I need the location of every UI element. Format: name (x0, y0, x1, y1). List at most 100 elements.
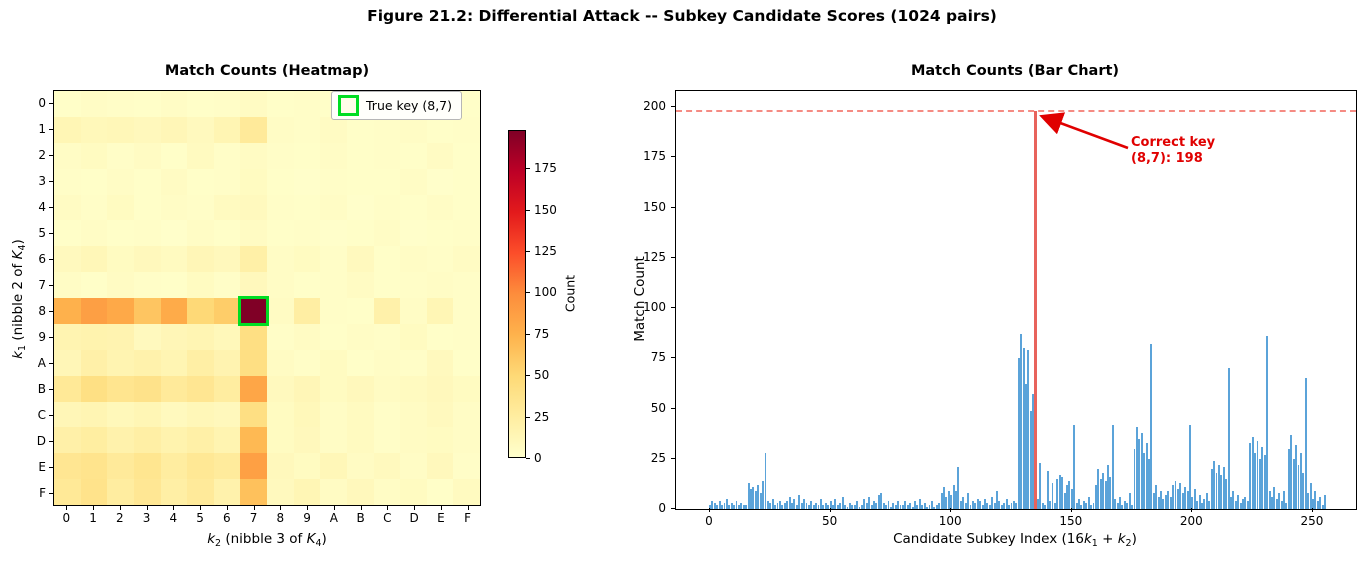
bar (851, 504, 854, 509)
heatmap-xtick: C (383, 511, 392, 525)
bar (1208, 500, 1211, 509)
heatmap-cell (267, 349, 294, 376)
heatmap-cell (453, 220, 480, 247)
bar (1094, 484, 1097, 509)
heatmap-cell (267, 91, 294, 117)
heatmap-cell (240, 427, 267, 454)
heatmap-cell (80, 168, 108, 195)
bar (1097, 468, 1100, 509)
heatmap-ytick: 7 (38, 278, 46, 292)
bar (1176, 488, 1179, 509)
heatmap-cell (346, 479, 374, 505)
heatmap-cell (107, 142, 134, 169)
heatmap-cell (240, 349, 267, 376)
bar (1225, 478, 1228, 509)
heatmap-cell (400, 142, 427, 169)
bar (1256, 440, 1259, 509)
bar (1299, 452, 1302, 509)
bar (1138, 438, 1141, 509)
heatmap-ytick: 3 (38, 174, 46, 188)
barchart-xtick: 50 (821, 514, 838, 528)
heatmap-title: Match Counts (Heatmap) (164, 63, 370, 79)
bar (1234, 500, 1237, 509)
heatmap-cell (213, 142, 241, 169)
heatmap-cell (187, 375, 214, 402)
bar (933, 506, 936, 509)
heatmap-ytick: D (36, 434, 46, 448)
heatmap-cell (267, 401, 294, 428)
heatmap-cell (400, 116, 427, 143)
heatmap-cell (107, 453, 134, 480)
heatmap-cell (267, 453, 294, 480)
axis-label-part: ) (1131, 531, 1137, 547)
heatmap-cell (80, 246, 108, 273)
bar (769, 502, 772, 509)
tick (671, 206, 675, 208)
bar (1302, 472, 1305, 509)
bar (1311, 498, 1314, 509)
bar (1179, 482, 1182, 509)
bar (1073, 424, 1076, 509)
heatmap-cell (213, 298, 241, 324)
tick (671, 106, 675, 107)
heatmap-cell (293, 298, 321, 324)
heatmap-cell (187, 453, 214, 480)
heatmap-cell (267, 272, 294, 298)
bar (803, 498, 806, 509)
bar (1133, 448, 1136, 509)
axis-label-part: (nibble 3 of (221, 531, 307, 547)
bar (971, 500, 974, 509)
tick (671, 357, 675, 359)
bar (1102, 472, 1105, 509)
bar (848, 502, 851, 509)
bar (882, 502, 885, 509)
heatmap-cell (240, 453, 267, 480)
bar (1222, 466, 1225, 509)
heatmap-cell (346, 272, 374, 298)
heatmap-cell (426, 272, 454, 298)
tick (526, 168, 530, 170)
axis-label-part: ) (10, 239, 26, 245)
bar (778, 500, 781, 509)
heatmap-cell (267, 168, 294, 195)
heatmap-cell (453, 479, 480, 505)
heatmap-cell (133, 142, 161, 169)
axis-label-part: k (1083, 531, 1092, 547)
heatmap-cell (107, 298, 134, 324)
heatmap-cell (453, 272, 480, 298)
heatmap-cell (267, 323, 294, 350)
heatmap-cell (400, 349, 427, 376)
heatmap-cell (133, 375, 161, 402)
heatmap-cell (320, 453, 347, 480)
bar (1022, 348, 1025, 509)
bar (865, 502, 868, 509)
heatmap-cell (346, 194, 374, 221)
heatmap-cell (213, 401, 241, 428)
heatmap-cell (187, 323, 214, 350)
heatmap-cell (160, 323, 188, 350)
heatmap-cell (373, 168, 401, 195)
bar (998, 500, 1001, 509)
heatmap-cell (80, 401, 108, 428)
heatmap-ytick: 4 (38, 200, 46, 214)
barchart-ytick: 125 (643, 249, 666, 264)
heatmap-cell (80, 116, 108, 143)
bar (713, 502, 716, 509)
tick (950, 508, 952, 512)
heatmap-cell (160, 401, 188, 428)
heatmap-cell (400, 272, 427, 298)
bar (1309, 482, 1312, 509)
heatmap-cell (320, 194, 347, 221)
heatmap-cell (400, 427, 427, 454)
bar (916, 504, 919, 509)
tick (671, 156, 675, 158)
bar (1111, 424, 1114, 509)
heatmap-cell (54, 220, 81, 247)
heatmap-cell (320, 427, 347, 454)
heatmap-cell (133, 194, 161, 221)
bar (733, 504, 736, 509)
tick (1311, 508, 1313, 512)
heatmap-cell (80, 298, 108, 324)
tick (66, 506, 68, 510)
axis-label-part: k (1117, 531, 1126, 547)
